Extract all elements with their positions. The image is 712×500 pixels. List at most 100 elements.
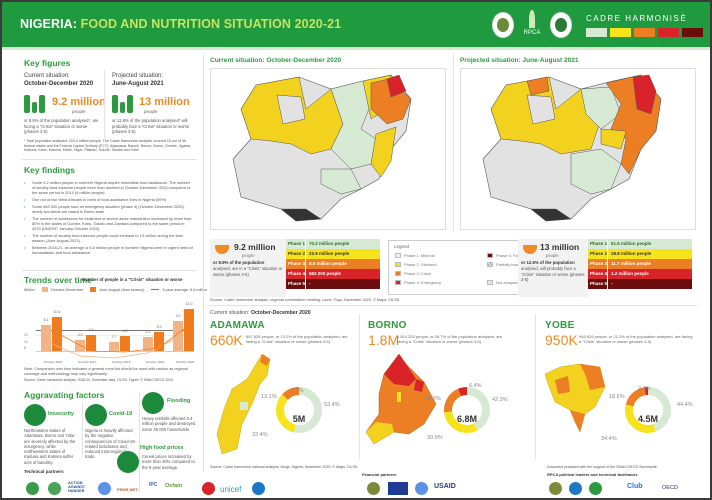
- projected-summary-value: 13 million: [540, 242, 580, 252]
- phase-1-swatch: [586, 28, 607, 37]
- yobe-map[interactable]: [540, 362, 610, 437]
- usaid-logo: USAID: [434, 483, 456, 490]
- ecowas-logo: [367, 482, 380, 495]
- rpca-partners-label: RPCA political leaders and technical fac…: [547, 472, 638, 477]
- key-findings-heading: Key findings: [24, 165, 76, 175]
- cadre-harmonise-label: CADRE HARMONISÈ: [586, 14, 688, 23]
- family-icon: [24, 95, 48, 115]
- projected-figure-desc: or 12.6% of the population analysed* wil…: [112, 118, 190, 134]
- phase-4-swatch: [658, 28, 679, 37]
- bar-jun-aug-2020: [154, 332, 164, 351]
- current-figure-value: 9.2 million: [52, 96, 106, 108]
- current-situation-map[interactable]: [210, 68, 446, 230]
- technical-partners-label: Technical partners: [24, 469, 64, 474]
- bar-jun-aug-2018: [86, 335, 96, 351]
- covid-text: Nigeria is heavily affected by the negat…: [85, 428, 136, 460]
- ecowas-logo: [26, 482, 39, 495]
- nigeria-coat-of-arms-logo: [492, 12, 514, 38]
- document-note: Document prepared with the support of th…: [547, 465, 658, 469]
- covid-icon: [85, 404, 107, 426]
- food-bowl-icon: [523, 245, 537, 254]
- projected-key-figure: Projected situation: June-August 2021: [112, 73, 164, 87]
- save-the-children-logo: [202, 482, 215, 495]
- bar-jun-aug-2021: [184, 309, 194, 351]
- food-bowl-icon: [215, 245, 229, 254]
- uemoa-logo: [48, 482, 61, 495]
- oecd-logo: OECD: [662, 485, 678, 491]
- trends-heading: Trends over time: [24, 275, 93, 285]
- page-title: NIGERIA: FOOD AND NUTRITION SITUATION 20…: [20, 17, 342, 31]
- borno-map[interactable]: [364, 354, 442, 449]
- adamawa-title: ADAMAWA: [210, 320, 265, 331]
- trends-note: Note: Comparison over time indicates a g…: [24, 367, 188, 376]
- fao-logo: [98, 482, 111, 495]
- yobe-value: 950K: [545, 332, 578, 348]
- financial-partners-label: Financial partners: [362, 472, 397, 477]
- phase-2-swatch: [610, 28, 631, 37]
- adamawa-map[interactable]: [212, 354, 274, 459]
- flooding-text: Heavy rainfalls affected 0.4 million peo…: [142, 416, 196, 432]
- trends-bar-chart: 12 10 8 8.1 10.6 3.3 4.9 2.7 4.6 4.2 5.9 9…: [22, 292, 194, 367]
- fews-net-logo: FEWS NET: [117, 487, 138, 492]
- five-year-average-line: [36, 330, 194, 331]
- bar-oct-dec-2020: [173, 321, 183, 351]
- bar-jun-aug-2019: [120, 336, 130, 351]
- action-against-hunger-logo: ACTION AGAINST HUNGER: [68, 481, 86, 493]
- maps-source: Source: Cadre harmonisé analysis, region…: [210, 298, 401, 302]
- key-findings-list: Some 9.2 million people in northern Nige…: [22, 180, 194, 257]
- adamawa-donut-chart: [276, 387, 322, 433]
- trends-source: Source: Cadre harmonisé analysis, 2016-2…: [24, 378, 173, 382]
- aggravating-heading: Aggravating factors: [24, 390, 105, 400]
- trends-subheading: Number of people in a "Crisis" situation…: [82, 277, 183, 282]
- insecurity-text: Northeastern states of Adamawa, Borno an…: [24, 428, 76, 465]
- trends-legend: Million October-December June-August (le…: [24, 287, 208, 292]
- current-map-title: Current situation: October-December 2020: [210, 57, 342, 64]
- borno-title: BORNO: [368, 320, 407, 331]
- projected-phase-table: Phase 1 61.5 million people Phase 2 28.8 m…: [588, 239, 692, 289]
- borno-value: 1.8M: [368, 332, 400, 348]
- eu-flag-logo: [388, 482, 408, 495]
- club-logo: Club: [627, 483, 643, 490]
- current-phase-table: Phase 1 70.2 million people Phase 2 23.9 m…: [286, 239, 380, 289]
- high-food-prices-icon: [117, 451, 139, 473]
- finding-item: Some 9.2 million people in northern Nige…: [22, 180, 194, 195]
- oxfam-logo: Oxfam: [165, 483, 183, 489]
- food-prices-text: Cereal prices increased by more than 30%…: [142, 454, 195, 470]
- ipc-logo: IPC: [149, 482, 158, 488]
- finding-item: The number of acutely food-insecure peop…: [22, 233, 194, 243]
- finding-item: Between 2016-21, an average of 6.6 milli…: [22, 245, 194, 255]
- bar-oct-dec-2019: [143, 337, 153, 351]
- trend-lines: [45, 324, 190, 359]
- current-key-figure: Current situation: October-December 2020: [24, 73, 94, 87]
- unicef-logo: unicef: [220, 485, 242, 494]
- states-heading: Current situation: October-December 2020: [210, 310, 311, 316]
- family-icon: [112, 95, 136, 115]
- phase-3-swatch: [634, 28, 655, 37]
- population-footnote: * Total population analysed: 103.2 milli…: [24, 139, 191, 152]
- yobe-donut-chart: [625, 387, 671, 433]
- key-figures-heading: Key figures: [24, 58, 71, 68]
- finding-item: Some 663 000 people face an emergency si…: [22, 204, 194, 214]
- projected-map-title: Projected situation: June-August 2021: [460, 57, 579, 64]
- finding-item: One out of two West Africans in need of …: [22, 197, 194, 202]
- bar-oct-dec-2016: [41, 325, 51, 351]
- phase-5-swatch: [682, 28, 703, 37]
- rpca-logo: RPCA: [522, 10, 542, 42]
- yobe-title: YOBE: [545, 320, 575, 331]
- adamawa-value: 660K: [210, 332, 243, 348]
- ecowas-logo: [549, 482, 562, 495]
- finding-item: The number of admissions for treatment o…: [22, 216, 194, 231]
- wfp-logo: [252, 482, 265, 495]
- current-figure-desc: or 8.9% of the population analysed*, are…: [24, 118, 99, 134]
- cilss-logo: [589, 482, 602, 495]
- flooding-icon: [142, 392, 164, 414]
- cilss-logo: [550, 12, 572, 38]
- projected-situation-map[interactable]: [460, 68, 696, 230]
- uemoa-logo: [569, 482, 582, 495]
- projected-figure-value: 13 million: [139, 96, 190, 108]
- insecurity-icon: [24, 404, 46, 426]
- fao-logo: [415, 482, 428, 495]
- borno-donut-chart: [444, 387, 490, 433]
- bar-oct-dec-2018: [109, 342, 119, 351]
